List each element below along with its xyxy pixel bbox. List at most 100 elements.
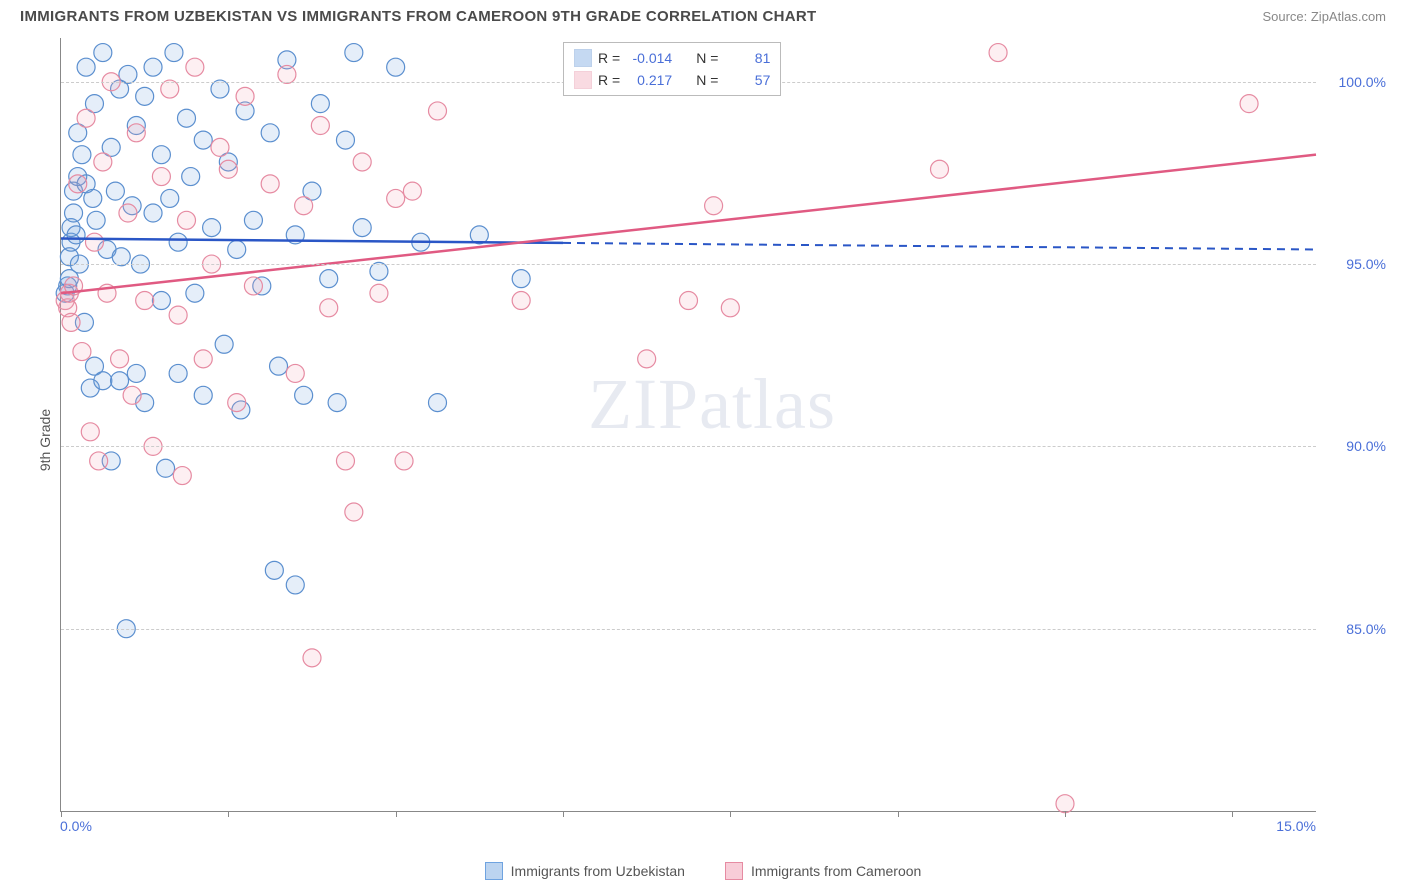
x-tick	[396, 811, 397, 817]
x-tick	[1232, 811, 1233, 817]
r-label: R =	[598, 69, 620, 91]
gridline	[61, 629, 1316, 630]
r-value: -0.014	[626, 47, 672, 69]
data-point	[169, 233, 187, 251]
data-point	[680, 292, 698, 310]
legend-swatch	[574, 71, 592, 89]
x-tick	[730, 811, 731, 817]
plot-svg	[61, 38, 1316, 811]
plot-region: ZIPatlas R =-0.014N =81R =0.217N =57 85.…	[60, 38, 1316, 812]
data-point	[286, 576, 304, 594]
data-point	[73, 146, 91, 164]
x-tick	[1065, 811, 1066, 817]
n-label: N =	[696, 47, 718, 69]
data-point	[152, 168, 170, 186]
data-point	[152, 292, 170, 310]
data-point	[387, 189, 405, 207]
x-tick	[228, 811, 229, 817]
data-point	[203, 219, 221, 237]
data-point	[73, 343, 91, 361]
data-point	[236, 87, 254, 105]
data-point	[931, 160, 949, 178]
data-point	[144, 58, 162, 76]
correlation-legend: R =-0.014N =81R =0.217N =57	[563, 42, 781, 96]
data-point	[211, 138, 229, 156]
x-min-label: 0.0%	[60, 818, 92, 834]
gridline	[61, 446, 1316, 447]
data-point	[62, 313, 80, 331]
data-point	[286, 364, 304, 382]
data-point	[278, 65, 296, 83]
data-point	[84, 189, 102, 207]
n-value: 81	[724, 47, 770, 69]
data-point	[295, 197, 313, 215]
r-value: 0.217	[626, 69, 672, 91]
data-point	[157, 459, 175, 477]
data-point	[173, 467, 191, 485]
data-point	[429, 102, 447, 120]
x-tick	[898, 811, 899, 817]
data-point	[228, 394, 246, 412]
legend-swatch	[485, 862, 503, 880]
data-point	[67, 226, 85, 244]
data-point	[721, 299, 739, 317]
data-point	[194, 131, 212, 149]
data-point	[182, 168, 200, 186]
data-point	[353, 153, 371, 171]
data-point	[265, 561, 283, 579]
legend-label: Immigrants from Uzbekistan	[511, 863, 685, 879]
data-point	[429, 394, 447, 412]
data-point	[178, 109, 196, 127]
data-point	[311, 117, 329, 135]
data-point	[244, 211, 262, 229]
data-point	[705, 197, 723, 215]
data-point	[94, 372, 112, 390]
data-point	[512, 270, 530, 288]
data-point	[94, 153, 112, 171]
data-point	[270, 357, 288, 375]
legend-label: Immigrants from Cameroon	[751, 863, 921, 879]
data-point	[127, 124, 145, 142]
data-point	[353, 219, 371, 237]
data-point	[106, 182, 124, 200]
data-point	[219, 160, 237, 178]
data-point	[303, 649, 321, 667]
data-point	[215, 335, 233, 353]
data-point	[328, 394, 346, 412]
data-point	[111, 372, 129, 390]
data-point	[345, 503, 363, 521]
data-point	[194, 350, 212, 368]
data-point	[395, 452, 413, 470]
legend-swatch	[574, 49, 592, 67]
source-label: Source: ZipAtlas.com	[1262, 9, 1386, 24]
data-point	[261, 175, 279, 193]
y-tick-label: 100.0%	[1326, 74, 1386, 90]
data-point	[111, 350, 129, 368]
legend-row: R =-0.014N =81	[574, 47, 770, 69]
data-point	[1240, 95, 1258, 113]
chart-area: 9th Grade ZIPatlas R =-0.014N =81R =0.21…	[20, 38, 1396, 842]
data-point	[136, 87, 154, 105]
y-tick-label: 85.0%	[1326, 621, 1386, 637]
data-point	[119, 204, 137, 222]
chart-header: IMMIGRANTS FROM UZBEKISTAN VS IMMIGRANTS…	[0, 0, 1406, 29]
data-point	[295, 386, 313, 404]
x-tick	[563, 811, 564, 817]
chart-title: IMMIGRANTS FROM UZBEKISTAN VS IMMIGRANTS…	[20, 8, 817, 25]
data-point	[311, 95, 329, 113]
data-point	[1056, 795, 1074, 813]
data-point	[186, 58, 204, 76]
data-point	[169, 364, 187, 382]
data-point	[161, 189, 179, 207]
data-point	[127, 364, 145, 382]
data-point	[94, 44, 112, 62]
data-point	[85, 233, 103, 251]
data-point	[336, 452, 354, 470]
n-value: 57	[724, 69, 770, 91]
data-point	[152, 146, 170, 164]
y-tick-label: 95.0%	[1326, 256, 1386, 272]
data-point	[123, 386, 141, 404]
data-point	[69, 175, 87, 193]
data-point	[387, 58, 405, 76]
data-point	[77, 58, 95, 76]
